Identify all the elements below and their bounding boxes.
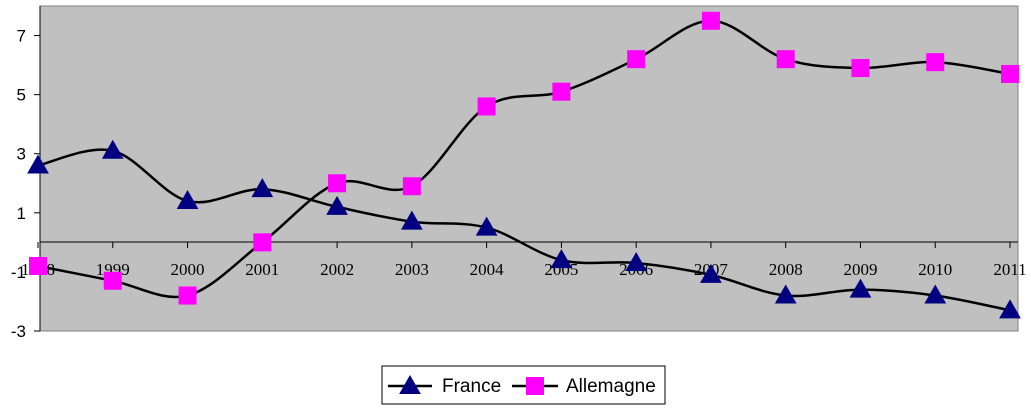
data-point-france: [176, 189, 199, 209]
data-point-allemagne: [328, 174, 347, 193]
data-point-france: [700, 263, 722, 283]
x-tick-label: 2000: [171, 260, 205, 279]
data-point-allemagne: [402, 177, 421, 196]
data-point-france: [849, 278, 872, 298]
x-tick-label: 2001: [245, 260, 279, 279]
data-point-france: [475, 216, 498, 236]
data-point-allemagne: [776, 50, 795, 69]
data-point-allemagne: [851, 59, 870, 78]
legend: France Allemagne: [381, 365, 666, 405]
series-allemagne: [29, 11, 1020, 305]
y-tick-label: 3: [17, 145, 26, 164]
data-point-allemagne: [627, 50, 646, 69]
data-point-france: [550, 249, 573, 269]
legend-label-france: France: [442, 376, 501, 397]
y-tick-label: 1: [17, 204, 26, 223]
data-point-allemagne: [926, 53, 945, 72]
y-tick-label: -1: [11, 263, 26, 282]
plot-area: [39, 5, 1019, 332]
y-tick-label: -3: [11, 322, 26, 341]
data-point-france: [27, 154, 49, 174]
y-tick-label: 7: [17, 27, 26, 46]
x-tick-label: 2011: [993, 260, 1026, 279]
data-point-allemagne: [552, 82, 571, 101]
data-point-france: [774, 284, 797, 304]
data-point-allemagne: [1001, 64, 1020, 83]
x-tick-label: 2003: [395, 260, 429, 279]
data-point-allemagne: [253, 233, 272, 252]
data-point-france: [625, 252, 648, 272]
data-point-france: [326, 195, 348, 215]
data-point-france: [101, 139, 124, 159]
series-layer: [27, 11, 1021, 319]
y-tick-label: 5: [17, 86, 26, 105]
data-point-allemagne: [477, 97, 496, 116]
data-point-allemagne: [178, 286, 197, 305]
series-line-allemagne: [37, 19, 1011, 299]
data-point-allemagne: [701, 11, 720, 30]
x-tick-label: 2008: [769, 260, 803, 279]
data-point-france: [400, 210, 423, 230]
data-point-france: [924, 284, 947, 304]
x-tick-label: 2009: [843, 260, 877, 279]
legend-label-allemagne: Allemagne: [566, 376, 656, 397]
x-tick-label: 2002: [320, 260, 354, 279]
data-point-allemagne: [103, 271, 122, 290]
series-france: [27, 139, 1021, 319]
legend-marker-allemagne: [526, 377, 544, 395]
data-point-allemagne: [29, 257, 47, 275]
x-tick-label: 2004: [470, 260, 505, 279]
data-point-france: [999, 299, 1021, 319]
x-tick-label: 2010: [918, 260, 952, 279]
legend-marker-france: [399, 374, 421, 394]
y-axis-ticks: -3 -1 1 3 5 7: [11, 27, 40, 341]
data-point-france: [251, 178, 274, 198]
